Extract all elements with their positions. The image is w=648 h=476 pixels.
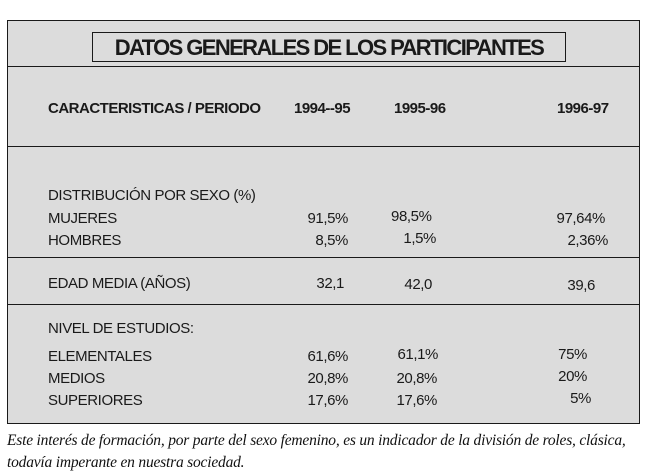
row-label-superiores: SUPERIORES (48, 392, 143, 409)
row-label-edad-media: EDAD MEDIA (AÑOS) (48, 275, 191, 292)
row-label-elementales: ELEMENTALES (48, 348, 152, 365)
header-period-3: 1996-97 (557, 100, 609, 117)
cell-superiores-2: 17,6% (396, 392, 437, 409)
header-period-2: 1995-96 (394, 100, 446, 117)
cell-mujeres-2: 98,5% (391, 208, 432, 225)
cell-medios-3: 20% (558, 368, 587, 385)
cell-hombres-1: 8,5% (315, 232, 348, 249)
row-label-hombres: HOMBRES (48, 232, 122, 249)
cell-elementales-2: 61,1% (397, 346, 438, 363)
cell-hombres-3: 2,36% (567, 232, 608, 249)
cell-hombres-2: 1,5% (403, 230, 436, 247)
section-heading-sexo: DISTRIBUCIÓN POR SEXO (%) (48, 187, 256, 204)
table-divider (8, 304, 639, 305)
cell-mujeres-1: 91,5% (307, 210, 348, 227)
cell-elementales-3: 75% (558, 346, 587, 363)
table-divider (8, 257, 639, 258)
cell-edad-3: 39,6 (567, 277, 595, 294)
row-label-medios: MEDIOS (48, 370, 105, 387)
caption-text: Este interés de formación, por parte del… (7, 432, 626, 471)
table-title: DATOS GENERALES DE LOS PARTICIPANTES (114, 35, 545, 60)
cell-superiores-3: 5% (570, 390, 591, 407)
cell-superiores-1: 17,6% (307, 392, 348, 409)
section-heading-estudios: NIVEL DE ESTUDIOS: (48, 320, 194, 337)
cell-medios-2: 20,8% (396, 370, 437, 387)
cell-mujeres-3: 97,64% (556, 210, 606, 227)
header-label: CARACTERISTICAS / PERIODO (48, 100, 261, 117)
table-divider (8, 146, 639, 147)
cell-edad-1: 32,1 (316, 275, 344, 292)
table-title-box: DATOS GENERALES DE LOS PARTICIPANTES (92, 32, 566, 62)
header-period-1: 1994--95 (294, 100, 351, 117)
cell-edad-2: 42,0 (404, 276, 432, 293)
participants-table: DATOS GENERALES DE LOS PARTICIPANTES CAR… (7, 20, 640, 424)
cell-elementales-1: 61,6% (307, 348, 348, 365)
row-label-mujeres: MUJERES (48, 210, 117, 227)
table-divider (8, 66, 639, 67)
cell-medios-1: 20,8% (307, 370, 348, 387)
